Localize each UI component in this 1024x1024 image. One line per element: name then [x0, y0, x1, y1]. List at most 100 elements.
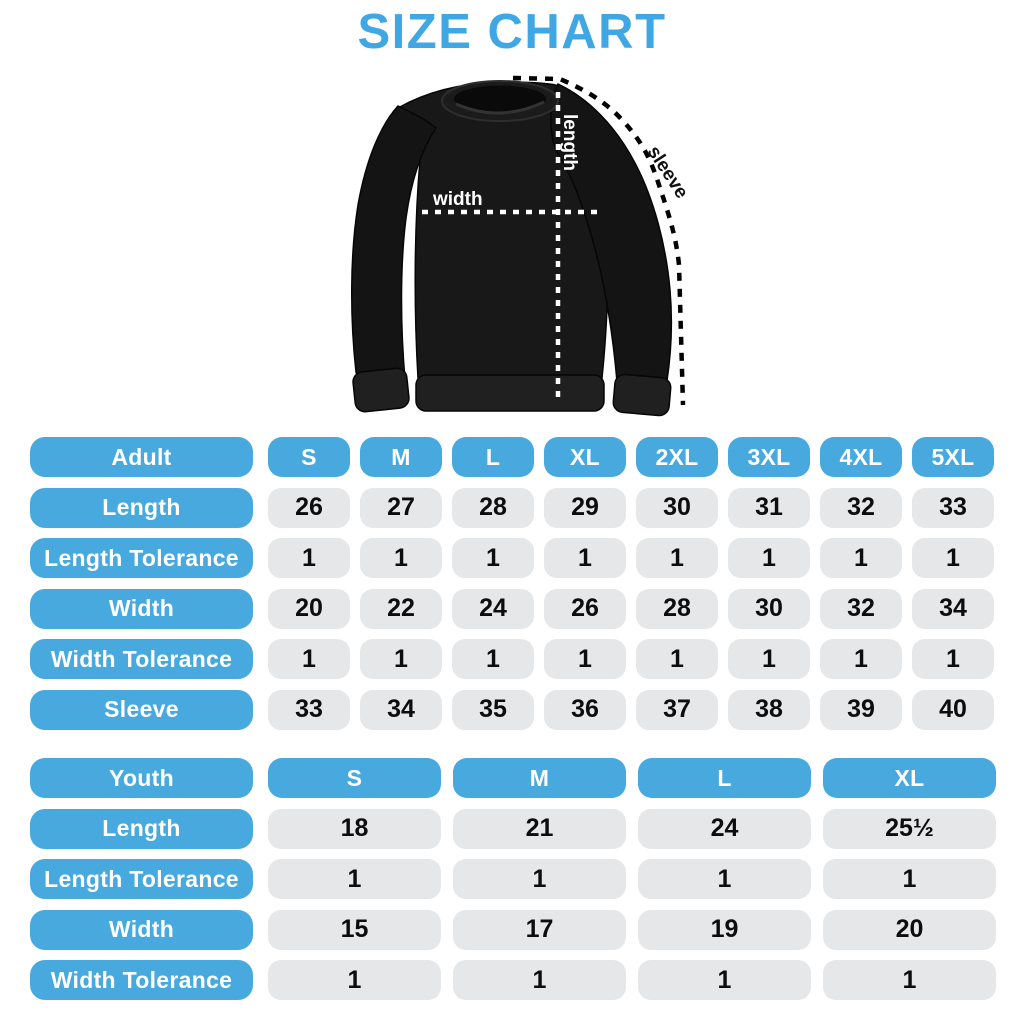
youth-cell-length-tolerance-xl: 1	[823, 859, 996, 899]
adult-cell-length-2xl: 30	[636, 487, 718, 528]
adult-cell-width-tolerance-3xl: 1	[728, 639, 810, 679]
collar-rib-highlight	[455, 100, 545, 115]
youth-cell-length-tolerance-l: 1	[638, 859, 811, 899]
youth-cell-length-tolerance-s: 1	[268, 859, 441, 899]
youth-cell-width-xl: 20	[823, 909, 996, 950]
adult-size-header-3xl: 3XL	[728, 437, 810, 477]
adult-row-length-tolerance: Length Tolerance 1 1 1 1 1 1 1 1	[30, 538, 994, 578]
adult-cell-width-tolerance-4xl: 1	[820, 639, 902, 679]
youth-row-width: Width 15 17 19 20	[30, 909, 996, 950]
youth-table-title: Youth	[30, 758, 253, 798]
youth-row-length-tolerance: Length Tolerance 1 1 1 1	[30, 859, 996, 899]
adult-table-title: Adult	[30, 437, 253, 477]
adult-cell-width-xl: 26	[544, 588, 626, 629]
sweatshirt-left-sleeve	[350, 105, 437, 391]
adult-cell-width-tolerance-m: 1	[360, 639, 442, 679]
width-measure-label: width	[432, 189, 483, 210]
adult-row-width-tolerance: Width Tolerance 1 1 1 1 1 1 1 1	[30, 639, 994, 679]
youth-cell-length-m: 21	[453, 808, 626, 849]
adult-cell-sleeve-m: 34	[360, 689, 442, 730]
youth-cell-width-m: 17	[453, 909, 626, 950]
adult-cell-length-tolerance-2xl: 1	[636, 538, 718, 578]
youth-cell-length-tolerance-m: 1	[453, 859, 626, 899]
youth-cell-width-tolerance-m: 1	[453, 960, 626, 1000]
adult-cell-length-4xl: 32	[820, 487, 902, 528]
youth-size-header-xl: XL	[823, 758, 996, 798]
adult-size-header-2xl: 2XL	[636, 437, 718, 477]
adult-cell-length-tolerance-s: 1	[268, 538, 350, 578]
adult-size-header-xl: XL	[544, 437, 626, 477]
right-cuff	[612, 373, 672, 417]
youth-size-header-l: L	[638, 758, 811, 798]
adult-cell-width-s: 20	[268, 588, 350, 629]
adult-cell-width-2xl: 28	[636, 588, 718, 629]
adult-cell-length-m: 27	[360, 487, 442, 528]
youth-row-width-tolerance: Width Tolerance 1 1 1 1	[30, 960, 996, 1000]
adult-cell-length-tolerance-m: 1	[360, 538, 442, 578]
adult-row-label-sleeve: Sleeve	[30, 689, 253, 730]
youth-cell-length-s: 18	[268, 808, 441, 849]
sleeve-measure-line	[512, 75, 686, 406]
adult-size-header-5xl: 5XL	[912, 437, 994, 477]
adult-header-row: Adult S M L XL 2XL 3XL 4XL 5XL	[30, 437, 994, 477]
adult-cell-sleeve-5xl: 40	[912, 689, 994, 730]
adult-cell-length-tolerance-3xl: 1	[728, 538, 810, 578]
adult-cell-width-tolerance-l: 1	[452, 639, 534, 679]
adult-row-label-width-tolerance: Width Tolerance	[30, 639, 253, 679]
youth-cell-length-xl: 25½	[823, 808, 996, 849]
youth-size-header-m: M	[453, 758, 626, 798]
youth-row-length: Length 18 21 24 25½	[30, 808, 996, 849]
youth-cell-width-l: 19	[638, 909, 811, 950]
sweatshirt-diagram: width length sleeve	[350, 75, 692, 417]
adult-cell-sleeve-2xl: 37	[636, 689, 718, 730]
collar-opening	[454, 85, 546, 113]
adult-cell-width-tolerance-5xl: 1	[912, 639, 994, 679]
adult-cell-width-4xl: 32	[820, 588, 902, 629]
adult-size-header-m: M	[360, 437, 442, 477]
youth-cell-width-s: 15	[268, 909, 441, 950]
adult-size-header-l: L	[452, 437, 534, 477]
adult-cell-length-tolerance-4xl: 1	[820, 538, 902, 578]
adult-cell-sleeve-4xl: 39	[820, 689, 902, 730]
youth-size-table: Youth S M L XL Length 18 21 24 25½ Length Toleranc…	[30, 758, 996, 1011]
adult-cell-width-m: 22	[360, 588, 442, 629]
adult-cell-width-5xl: 34	[912, 588, 994, 629]
adult-size-table: Adult S M L XL 2XL 3XL 4XL 5XL Length 26 27 28 29 30 31…	[30, 437, 994, 740]
adult-cell-length-tolerance-xl: 1	[544, 538, 626, 578]
adult-cell-length-xl: 29	[544, 487, 626, 528]
youth-cell-length-l: 24	[638, 808, 811, 849]
sleeve-measure-label: sleeve	[643, 142, 692, 202]
adult-row-label-width: Width	[30, 588, 253, 629]
adult-row-width: Width 20 22 24 26 28 30 32 34	[30, 588, 994, 629]
adult-size-header-s: S	[268, 437, 350, 477]
youth-row-label-length-tolerance: Length Tolerance	[30, 859, 253, 899]
hem-band	[415, 374, 605, 412]
adult-row-length: Length 26 27 28 29 30 31 32 33	[30, 487, 994, 528]
adult-cell-length-tolerance-l: 1	[452, 538, 534, 578]
youth-row-label-width: Width	[30, 909, 253, 950]
adult-cell-width-3xl: 30	[728, 588, 810, 629]
adult-cell-sleeve-3xl: 38	[728, 689, 810, 730]
adult-row-label-length: Length	[30, 487, 253, 528]
adult-cell-sleeve-l: 35	[452, 689, 534, 730]
youth-cell-width-tolerance-xl: 1	[823, 960, 996, 1000]
adult-row-label-length-tolerance: Length Tolerance	[30, 538, 253, 578]
length-measure-label: length	[559, 114, 580, 171]
adult-cell-length-tolerance-5xl: 1	[912, 538, 994, 578]
adult-cell-width-l: 24	[452, 588, 534, 629]
adult-cell-width-tolerance-2xl: 1	[636, 639, 718, 679]
adult-cell-length-5xl: 33	[912, 487, 994, 528]
adult-row-sleeve: Sleeve 33 34 35 36 37 38 39 40	[30, 689, 994, 730]
adult-cell-length-3xl: 31	[728, 487, 810, 528]
adult-cell-width-tolerance-s: 1	[268, 639, 350, 679]
left-cuff	[352, 367, 410, 413]
youth-size-header-s: S	[268, 758, 441, 798]
adult-cell-sleeve-xl: 36	[544, 689, 626, 730]
youth-cell-width-tolerance-l: 1	[638, 960, 811, 1000]
youth-row-label-length: Length	[30, 808, 253, 849]
youth-header-row: Youth S M L XL	[30, 758, 996, 798]
youth-row-label-width-tolerance: Width Tolerance	[30, 960, 253, 1000]
youth-cell-width-tolerance-s: 1	[268, 960, 441, 1000]
page-title: SIZE CHART	[357, 5, 667, 59]
